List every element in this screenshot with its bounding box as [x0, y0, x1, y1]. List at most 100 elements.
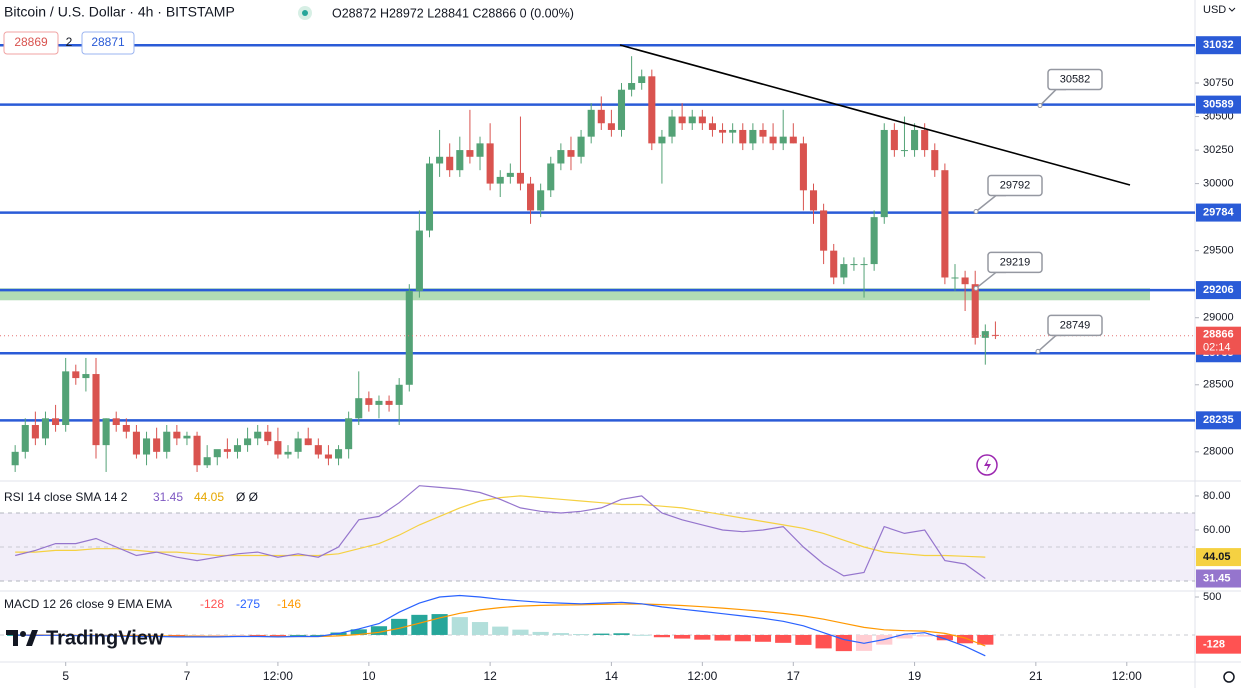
- candle-body: [41, 418, 50, 439]
- candle-body: [233, 445, 242, 452]
- candle-body: [708, 123, 716, 130]
- symbol-title: Bitcoin / U.S. Dollar · 4h · BITSTAMP: [4, 4, 235, 20]
- rsi-sma-badge-label: 44.05: [1203, 551, 1231, 563]
- candle-body: [142, 438, 151, 455]
- candle-body: [92, 374, 100, 446]
- candle-body: [496, 176, 504, 184]
- hist-legend-value: -128: [200, 597, 224, 611]
- candle-body: [304, 438, 312, 446]
- macd-hist-bar: [815, 634, 832, 649]
- macd-hist-bar: [714, 634, 731, 641]
- candle-body: [21, 425, 29, 452]
- candle-body: [244, 438, 252, 446]
- candle-body: [122, 425, 130, 432]
- candle-body: [486, 143, 494, 184]
- x-tick-label: 12: [483, 669, 497, 683]
- rsi-tick-label: 80.00: [1203, 490, 1231, 502]
- macd-hist-bar: [936, 634, 953, 641]
- last-price-timer: 02:14: [1203, 342, 1231, 354]
- candle-body: [567, 150, 575, 157]
- currency-caret: [1228, 7, 1236, 12]
- x-tick-label: 12:00: [263, 669, 293, 683]
- candle-body: [890, 129, 898, 151]
- callout-label: 29792: [1000, 179, 1031, 191]
- status-icon-dot: [302, 10, 308, 16]
- macd-hist-bar: [451, 617, 468, 635]
- candle-body: [900, 150, 908, 152]
- callout-label: 29219: [1000, 256, 1031, 268]
- candle-body: [264, 431, 272, 442]
- macd-hist-bar: [532, 631, 549, 635]
- macd-hist-bar: [229, 634, 246, 636]
- macd-hist-bar: [957, 634, 974, 644]
- x-tick-label: 21: [1029, 669, 1043, 683]
- macd-hist-badge: [1196, 635, 1241, 654]
- x-tick-label: 10: [362, 669, 376, 683]
- macd-tick-label: 500: [1203, 591, 1221, 603]
- bid-price: 28869: [14, 35, 48, 49]
- candle-body: [971, 284, 979, 338]
- candle-body: [749, 129, 757, 144]
- macd-signal-line: [15, 603, 986, 647]
- candle-body: [395, 384, 403, 405]
- candle-body: [11, 451, 19, 466]
- macd-hist-bar: [471, 622, 489, 635]
- y-tick-label: 29000: [1203, 312, 1234, 324]
- last-price-label: 28866: [1203, 329, 1234, 341]
- settings-icon[interactable]: [1223, 671, 1235, 683]
- candle-body: [324, 454, 332, 459]
- spread: 2: [66, 35, 73, 49]
- candle-body: [72, 371, 80, 379]
- candle-body: [132, 431, 140, 455]
- x-tick-label: 5: [62, 669, 69, 683]
- rsi-legend-value: 31.45: [153, 490, 183, 504]
- candle-body: [223, 449, 231, 452]
- candle-body: [405, 290, 413, 385]
- candle-body: [52, 418, 60, 426]
- candle-body: [527, 183, 535, 211]
- bid-box[interactable]: [3, 31, 59, 55]
- candle-body: [628, 83, 636, 90]
- x-tick-label: 19: [908, 669, 922, 683]
- candle-body: [698, 116, 706, 124]
- candle-body: [446, 156, 454, 171]
- ask-box[interactable]: [81, 31, 135, 55]
- y-tick-label: 30000: [1203, 178, 1234, 190]
- macd-hist-bar: [552, 633, 569, 635]
- logo-shape: [26, 630, 38, 646]
- callout-tip: [973, 209, 979, 215]
- candle-body: [82, 374, 90, 379]
- macd-hist-bar: [674, 634, 691, 639]
- candle-body: [587, 109, 595, 137]
- candle-body: [557, 150, 565, 164]
- candle-body: [779, 136, 787, 144]
- candle-body: [658, 136, 666, 144]
- rsi-badge: [1196, 569, 1241, 588]
- macd-legend-value: -275: [236, 597, 260, 611]
- brand-name: TradingView: [46, 627, 164, 649]
- macd-hist-bar: [633, 634, 650, 636]
- level-badge-label: 28235: [1203, 414, 1234, 426]
- candle-body: [102, 418, 110, 446]
- currency[interactable]: USD: [1203, 4, 1226, 16]
- candle-body: [456, 150, 464, 171]
- level-badge: [1196, 203, 1241, 222]
- macd-hist-badge-label: -128: [1203, 639, 1225, 651]
- candle-body: [850, 264, 858, 266]
- macd-hist-bar: [734, 634, 751, 642]
- candle-body: [961, 277, 969, 285]
- candle-body: [880, 129, 888, 218]
- macd-hist-bar: [188, 634, 206, 636]
- macd-hist-bar: [572, 634, 590, 636]
- candle-body: [577, 136, 585, 157]
- macd-hist-bar: [249, 634, 266, 636]
- rsi-sma-line: [15, 495, 986, 558]
- candle-body: [941, 170, 949, 278]
- callout-label: 30582: [1060, 73, 1091, 85]
- candle-body: [365, 398, 373, 405]
- macd-hist-bar: [653, 634, 671, 638]
- candle-body: [213, 449, 221, 458]
- callout-tip: [1035, 348, 1041, 354]
- candle-body: [375, 400, 383, 405]
